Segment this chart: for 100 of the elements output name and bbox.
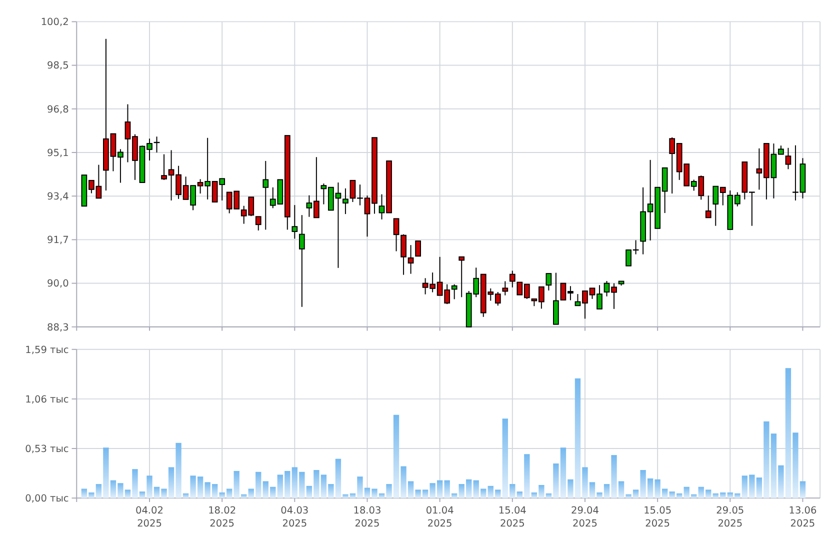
y-tick-label: 90,0 bbox=[47, 278, 69, 290]
bar bbox=[436, 480, 443, 498]
bar bbox=[103, 448, 109, 498]
bar bbox=[146, 476, 152, 498]
bar bbox=[342, 494, 348, 498]
bar bbox=[574, 378, 581, 498]
bar bbox=[720, 492, 726, 498]
bar bbox=[168, 467, 174, 498]
candlestick bbox=[342, 188, 348, 215]
bar bbox=[698, 486, 704, 498]
y-tick-label: 100,2 bbox=[40, 17, 69, 28]
bar bbox=[727, 492, 733, 498]
bar bbox=[204, 482, 210, 498]
bar bbox=[378, 493, 385, 498]
bar bbox=[248, 488, 254, 498]
bar bbox=[314, 470, 320, 498]
x-tick-label: 29.04 2025 bbox=[571, 506, 599, 530]
bar bbox=[241, 494, 247, 498]
bar bbox=[430, 483, 436, 498]
bar bbox=[582, 467, 588, 498]
bar bbox=[785, 368, 792, 498]
bar bbox=[256, 472, 262, 498]
bar bbox=[568, 479, 574, 498]
candlestick bbox=[262, 160, 269, 230]
bar bbox=[632, 490, 639, 498]
bar bbox=[190, 476, 196, 498]
bar bbox=[792, 432, 798, 498]
bar bbox=[473, 480, 479, 498]
bar bbox=[335, 458, 342, 498]
bar bbox=[320, 474, 327, 498]
x-tick-label: 01.04 2025 bbox=[426, 506, 454, 530]
bar bbox=[611, 455, 617, 498]
y-tick-label: 93,4 bbox=[47, 192, 69, 203]
bar bbox=[546, 493, 552, 498]
bar bbox=[96, 484, 102, 498]
bar bbox=[452, 493, 458, 498]
candlestick bbox=[400, 234, 406, 276]
y-tick-label: 0,00 тыс bbox=[25, 493, 69, 504]
bar bbox=[480, 488, 486, 498]
bar bbox=[560, 448, 566, 498]
bar bbox=[749, 474, 755, 498]
x-tick-label: 04.02 2025 bbox=[136, 506, 164, 530]
bar bbox=[604, 484, 610, 498]
bar bbox=[357, 476, 363, 498]
bar bbox=[524, 454, 530, 498]
bar bbox=[364, 488, 370, 498]
bar bbox=[444, 480, 450, 498]
x-tick-label: 29.05 2025 bbox=[716, 506, 744, 530]
bar bbox=[531, 492, 538, 498]
bar bbox=[764, 421, 770, 498]
candlestick bbox=[415, 240, 421, 257]
bar bbox=[488, 486, 494, 498]
bar bbox=[393, 414, 400, 498]
y-tick-label: 95,1 bbox=[47, 148, 69, 159]
bar bbox=[422, 490, 428, 498]
x-tick-label: 15.04 2025 bbox=[498, 506, 526, 530]
bar bbox=[234, 470, 240, 498]
candlestick bbox=[546, 273, 552, 291]
bar bbox=[626, 494, 632, 498]
bar bbox=[139, 492, 146, 498]
x-tick-label: 15.05 2025 bbox=[644, 506, 672, 530]
candlestick bbox=[255, 216, 262, 231]
bar bbox=[350, 493, 356, 498]
bar bbox=[640, 470, 646, 498]
bar bbox=[458, 484, 464, 498]
bar bbox=[124, 490, 131, 498]
x-tick-label: 13.06 2025 bbox=[788, 506, 817, 530]
bar bbox=[226, 488, 232, 498]
bar bbox=[589, 482, 596, 498]
bar bbox=[734, 493, 740, 498]
bar bbox=[132, 469, 138, 498]
candlestick bbox=[393, 218, 400, 252]
y-tick-label: 1,59 тыс bbox=[25, 344, 69, 356]
bar bbox=[596, 492, 602, 498]
bar bbox=[219, 492, 225, 498]
y-tick-label: 91,7 bbox=[47, 235, 69, 246]
bar bbox=[618, 481, 624, 498]
bar bbox=[176, 442, 182, 498]
bar bbox=[154, 486, 160, 498]
bar bbox=[284, 470, 290, 498]
bar bbox=[292, 467, 298, 498]
bar bbox=[800, 481, 806, 498]
bar bbox=[81, 488, 88, 498]
bar bbox=[647, 478, 654, 498]
bar bbox=[706, 490, 712, 498]
bar bbox=[386, 484, 392, 498]
bar bbox=[88, 492, 94, 498]
x-tick-label: 18.02 2025 bbox=[208, 506, 236, 530]
bar bbox=[756, 477, 762, 498]
bar bbox=[654, 479, 660, 498]
bar bbox=[212, 484, 218, 498]
bar bbox=[778, 465, 784, 498]
x-tick-label: 18.03 2025 bbox=[353, 506, 382, 530]
candlestick bbox=[458, 256, 465, 298]
bar bbox=[270, 486, 276, 498]
bar bbox=[197, 476, 204, 498]
bar bbox=[691, 494, 697, 498]
candlestick bbox=[509, 270, 516, 288]
bar bbox=[262, 481, 268, 498]
bar bbox=[415, 490, 421, 498]
